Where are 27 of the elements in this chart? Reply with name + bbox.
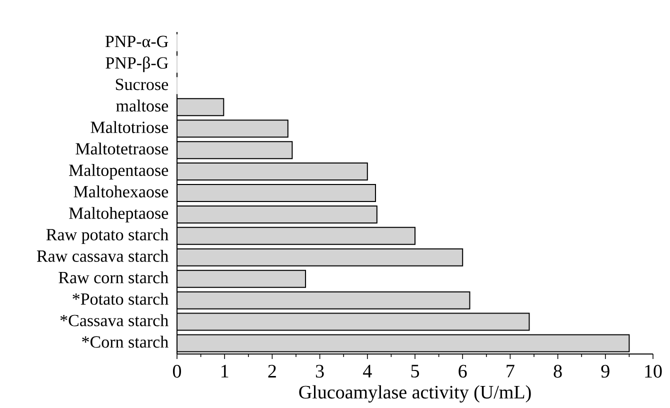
x-tick-label: 7 — [506, 364, 514, 378]
x-tick-label: 10 — [645, 364, 662, 378]
x-tick-label: 4 — [363, 364, 372, 378]
x-tick-label: 5 — [411, 364, 419, 378]
y-tick-label: PNP-α-G — [105, 36, 168, 48]
x-tick-label: 1 — [222, 364, 228, 378]
x-tick-label: 3 — [316, 364, 324, 378]
y-tick-label: Maltopentaose — [69, 164, 168, 180]
x-tick-label: 9 — [601, 364, 610, 378]
y-tick-label: *Potato starch — [72, 292, 168, 305]
y-tick-label: Sucrose — [116, 78, 168, 90]
x-tick-label: 2 — [268, 364, 276, 378]
y-tick-label: Maltohexaose — [74, 186, 168, 198]
x-tick-label: 8 — [554, 364, 562, 378]
y-tick-label: Maltotriose — [90, 121, 168, 134]
y-tick-label: PNP-β-G — [106, 56, 168, 72]
y-tick-label: Maltotetraose — [76, 142, 168, 155]
y-tick-label: Raw potato starch — [46, 228, 168, 244]
y-tick-label: Raw cassava starch — [36, 250, 168, 262]
x-tick-label: 6 — [458, 364, 467, 378]
y-tick-label: *Corn starch — [82, 336, 168, 348]
x-axis-title: Glucoamylase activity (U/mL) — [299, 385, 531, 402]
y-tick-label: Raw corn starch — [58, 271, 168, 284]
x-tick-label: 0 — [172, 364, 182, 378]
y-tick-label: maltose — [116, 100, 168, 112]
y-tick-label: Maltoheptaose — [69, 206, 168, 222]
y-tick-label: *Cassava starch — [60, 314, 168, 326]
